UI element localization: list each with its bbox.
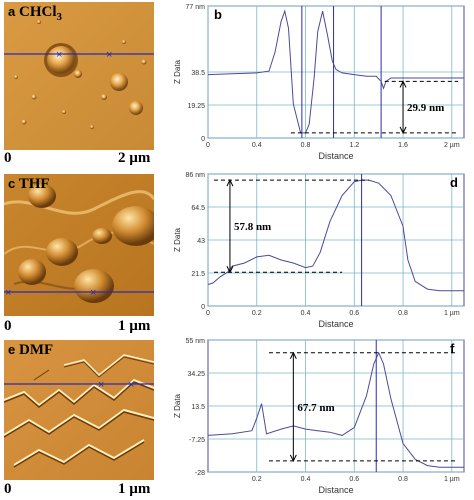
profile-line	[207, 179, 464, 292]
panel-letter: b	[214, 7, 222, 22]
y-tick-label: 21.5	[191, 271, 205, 278]
y-axis-label: Z Data	[173, 393, 182, 418]
panel-c-title: c THF	[8, 176, 50, 193]
scale-left-e: 0	[4, 481, 12, 497]
x-tick-label: 0.4	[301, 310, 311, 317]
panel-e-title: e DMF	[8, 342, 53, 359]
y-tick-label: 43	[197, 238, 205, 245]
x-tick-label: 0.8	[398, 310, 408, 317]
x-tick-label: 2 µm	[444, 142, 460, 149]
height-profile-chart-b: 0 19.25 38.5 77 nm 0 0.4 0.8 1.2 1.6 2 µm Distance…	[173, 4, 465, 161]
panel-letter: a	[8, 4, 16, 19]
panel-letter: c	[8, 176, 16, 191]
x-tick-label: 1 µm	[444, 310, 460, 317]
afm-image-e: × ×	[4, 340, 154, 480]
scale-left-c: 0	[4, 318, 12, 334]
profile-line	[207, 351, 464, 468]
x-tick-label: 0.6	[349, 310, 359, 317]
y-tick-label: 86 nm	[186, 172, 206, 179]
panel-letter: e	[8, 342, 16, 357]
arrow-head-top	[399, 80, 407, 88]
y-tick-label: 77 nm	[186, 4, 206, 11]
svg-text:×: ×	[106, 49, 112, 61]
y-tick-label: 0	[201, 136, 205, 143]
y-tick-label: 19.25	[187, 103, 205, 110]
x-tick-label: 1.2	[349, 142, 359, 149]
y-tick-label: 38.5	[191, 70, 205, 77]
x-tick-label: 0.8	[301, 142, 311, 149]
panel-letter: f	[450, 341, 455, 356]
x-tick-label: 0.6	[349, 476, 359, 483]
x-tick-label: 1 µm	[444, 476, 460, 483]
annotation-label: 57.8 nm	[234, 221, 271, 233]
x-tick-label: 0.2	[252, 310, 262, 317]
arrow-head-bottom	[399, 126, 407, 134]
x-tick-label: 0.4	[301, 476, 311, 483]
x-tick-label: 0	[206, 310, 210, 317]
svg-text:×: ×	[98, 379, 104, 391]
arrow-head-top	[226, 179, 234, 187]
arrow-head-top	[289, 351, 297, 359]
y-tick-label: 13.5	[191, 404, 205, 411]
scale-right-c: 1 µm	[118, 318, 151, 334]
height-profile-chart-d: 0 21.5 43 64.5 86 nm 0 0.2 0.4 0.6 0.8 1 µm Distanc…	[173, 172, 465, 329]
y-tick-label: 64.5	[191, 205, 205, 212]
scale-left-a: 0	[4, 150, 12, 166]
annotation-label: 67.7 nm	[297, 402, 334, 414]
scale-right-a: 2 µm	[118, 150, 151, 166]
arrow-head-bottom	[289, 454, 297, 462]
solvent-label: CHCl	[18, 4, 57, 20]
y-tick-label: -28	[195, 470, 205, 477]
afm-image-c: × ×	[4, 174, 154, 316]
svg-text:×: ×	[56, 49, 62, 61]
solvent-label: THF	[18, 176, 50, 192]
x-axis-label: Distance	[318, 485, 353, 495]
x-tick-label: 0	[206, 142, 210, 149]
x-axis-label: Distance	[318, 319, 353, 329]
arrow-head-bottom	[226, 266, 234, 274]
y-tick-label: 0	[201, 304, 205, 311]
height-profile-chart-f: -28 -7.25 13.5 34.25 55 nm 0.2 0.4 0.6 0.8 1 µm Di…	[173, 338, 465, 495]
x-tick-label: 0.4	[252, 142, 262, 149]
afm-image-a: × ×	[4, 2, 154, 150]
annotation-label: 29.9 nm	[407, 102, 444, 114]
x-axis-label: Distance	[318, 151, 353, 161]
scale-right-e: 1 µm	[118, 481, 151, 497]
panel-a-title: a CHCl3	[8, 4, 62, 23]
svg-text:×: ×	[5, 287, 11, 299]
solvent-label: DMF	[18, 342, 54, 358]
y-tick-label: -7.25	[189, 437, 205, 444]
solvent-subscript: 3	[56, 11, 62, 23]
x-tick-label: 1.6	[398, 142, 408, 149]
y-tick-label: 55 nm	[186, 338, 206, 345]
panel-letter: d	[450, 175, 458, 190]
svg-text:×: ×	[128, 379, 134, 391]
svg-text:×: ×	[90, 287, 96, 299]
x-tick-label: 0.8	[398, 476, 408, 483]
y-axis-label: Z Data	[173, 227, 182, 252]
x-tick-label: 0.2	[252, 476, 262, 483]
profile-line	[207, 9, 464, 134]
y-axis-label: Z Data	[173, 59, 182, 84]
y-tick-label: 34.25	[187, 371, 205, 378]
